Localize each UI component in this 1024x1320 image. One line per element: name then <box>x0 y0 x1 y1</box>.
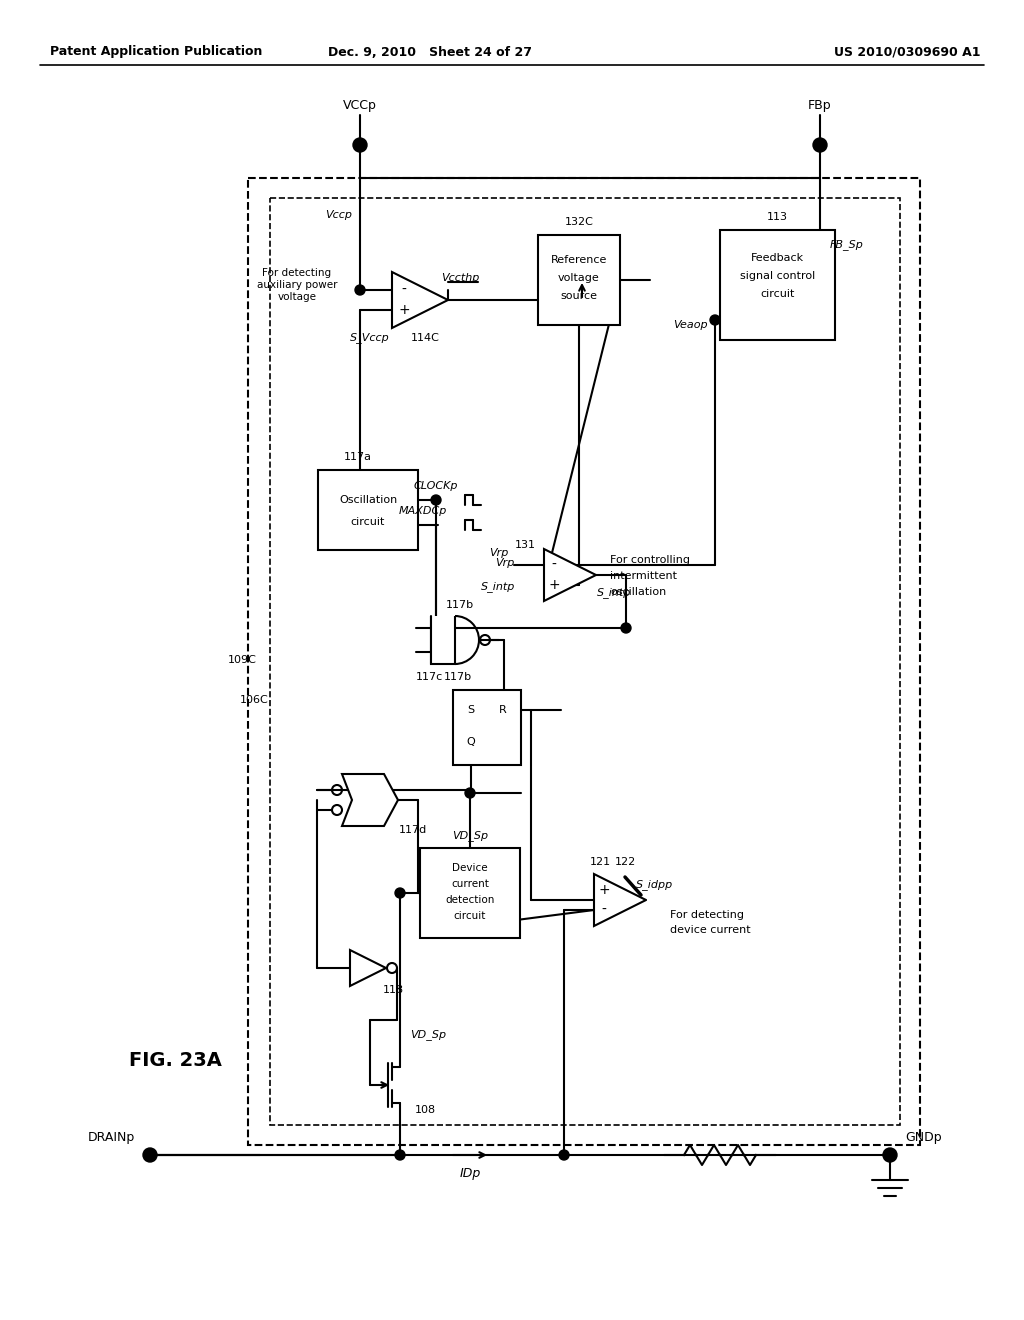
Text: CLOCKp: CLOCKp <box>414 480 459 491</box>
Text: circuit: circuit <box>351 517 385 527</box>
Polygon shape <box>544 549 596 601</box>
Text: US 2010/0309690 A1: US 2010/0309690 A1 <box>834 45 980 58</box>
Text: Q: Q <box>467 737 475 747</box>
Text: Patent Application Publication: Patent Application Publication <box>50 45 262 58</box>
Text: 132C: 132C <box>564 216 594 227</box>
Bar <box>248 178 920 1144</box>
Text: +: + <box>598 883 610 898</box>
Circle shape <box>395 1150 406 1160</box>
Text: S: S <box>467 705 474 715</box>
Text: circuit: circuit <box>760 289 795 300</box>
Circle shape <box>465 788 475 799</box>
Circle shape <box>143 1148 157 1162</box>
Text: 122: 122 <box>614 857 636 867</box>
Text: Vrp: Vrp <box>496 558 515 568</box>
Circle shape <box>621 623 631 634</box>
Text: device current: device current <box>670 925 751 935</box>
Text: circuit: circuit <box>454 911 486 921</box>
Text: Vccthp: Vccthp <box>440 273 479 282</box>
Text: For controlling: For controlling <box>610 554 690 565</box>
Text: 113: 113 <box>767 213 788 222</box>
Text: 131: 131 <box>514 540 536 550</box>
Text: 117a: 117a <box>344 451 372 462</box>
Text: S_idpp: S_idpp <box>636 879 674 891</box>
Circle shape <box>395 888 406 898</box>
Text: R: R <box>499 705 507 715</box>
Text: -: - <box>601 903 606 917</box>
Text: Device: Device <box>453 863 487 873</box>
Text: Oscillation: Oscillation <box>339 495 397 506</box>
Text: VD_Sp: VD_Sp <box>452 830 488 841</box>
Text: 109C: 109C <box>227 655 256 665</box>
Text: 117b: 117b <box>444 672 472 682</box>
Text: For detecting
auxiliary power
voltage: For detecting auxiliary power voltage <box>257 268 337 301</box>
Polygon shape <box>594 874 646 927</box>
Text: FIG. 23A: FIG. 23A <box>129 1051 221 1069</box>
Text: FBp: FBp <box>808 99 831 111</box>
Text: +: + <box>548 578 560 591</box>
Circle shape <box>353 139 367 152</box>
Text: source: source <box>560 290 597 301</box>
Text: 117d: 117d <box>399 825 427 836</box>
Text: Veaop: Veaop <box>674 319 708 330</box>
Text: VD_Sp: VD_Sp <box>410 1030 446 1040</box>
Text: S_intp: S_intp <box>597 587 631 598</box>
Text: Dec. 9, 2010   Sheet 24 of 27: Dec. 9, 2010 Sheet 24 of 27 <box>328 45 532 58</box>
Bar <box>720 230 835 341</box>
Text: Vrp: Vrp <box>489 548 509 558</box>
Bar <box>318 470 418 550</box>
Text: voltage: voltage <box>558 273 600 282</box>
Text: 108: 108 <box>415 1105 436 1115</box>
Text: detection: detection <box>445 895 495 906</box>
Circle shape <box>883 1148 897 1162</box>
Text: S_Vccp: S_Vccp <box>350 333 390 343</box>
Text: 118: 118 <box>382 985 403 995</box>
Bar <box>420 847 520 939</box>
Circle shape <box>431 495 441 506</box>
Polygon shape <box>350 950 386 986</box>
Text: 117b: 117b <box>445 601 474 610</box>
Text: VCCp: VCCp <box>343 99 377 111</box>
Bar <box>270 198 900 1125</box>
Text: DRAINp: DRAINp <box>88 1130 135 1143</box>
Text: +: + <box>398 304 410 317</box>
Circle shape <box>813 139 827 152</box>
Bar <box>453 690 521 766</box>
Text: 106C: 106C <box>240 696 268 705</box>
Text: FB_Sp: FB_Sp <box>830 239 864 251</box>
Circle shape <box>355 285 365 294</box>
Text: oscillation: oscillation <box>610 587 667 597</box>
Text: intermittent: intermittent <box>610 572 677 581</box>
Text: 114C: 114C <box>411 333 439 343</box>
Text: -: - <box>401 282 407 297</box>
Text: current: current <box>451 879 488 888</box>
Text: 117c: 117c <box>416 672 443 682</box>
Polygon shape <box>342 774 398 826</box>
Text: Reference: Reference <box>551 255 607 265</box>
Bar <box>538 235 620 325</box>
Text: IDp: IDp <box>460 1167 480 1180</box>
Text: MAXDCp: MAXDCp <box>398 506 447 516</box>
Text: Vccp: Vccp <box>325 210 352 220</box>
Text: 121: 121 <box>590 857 610 867</box>
Text: Feedback: Feedback <box>751 253 804 263</box>
Text: -: - <box>552 558 556 572</box>
Circle shape <box>559 1150 569 1160</box>
Text: signal control: signal control <box>740 271 815 281</box>
Circle shape <box>710 315 720 325</box>
Text: S_intp: S_intp <box>480 582 515 593</box>
Text: For detecting: For detecting <box>670 909 744 920</box>
Polygon shape <box>431 616 455 664</box>
Text: GNDp: GNDp <box>905 1130 942 1143</box>
Polygon shape <box>392 272 449 327</box>
